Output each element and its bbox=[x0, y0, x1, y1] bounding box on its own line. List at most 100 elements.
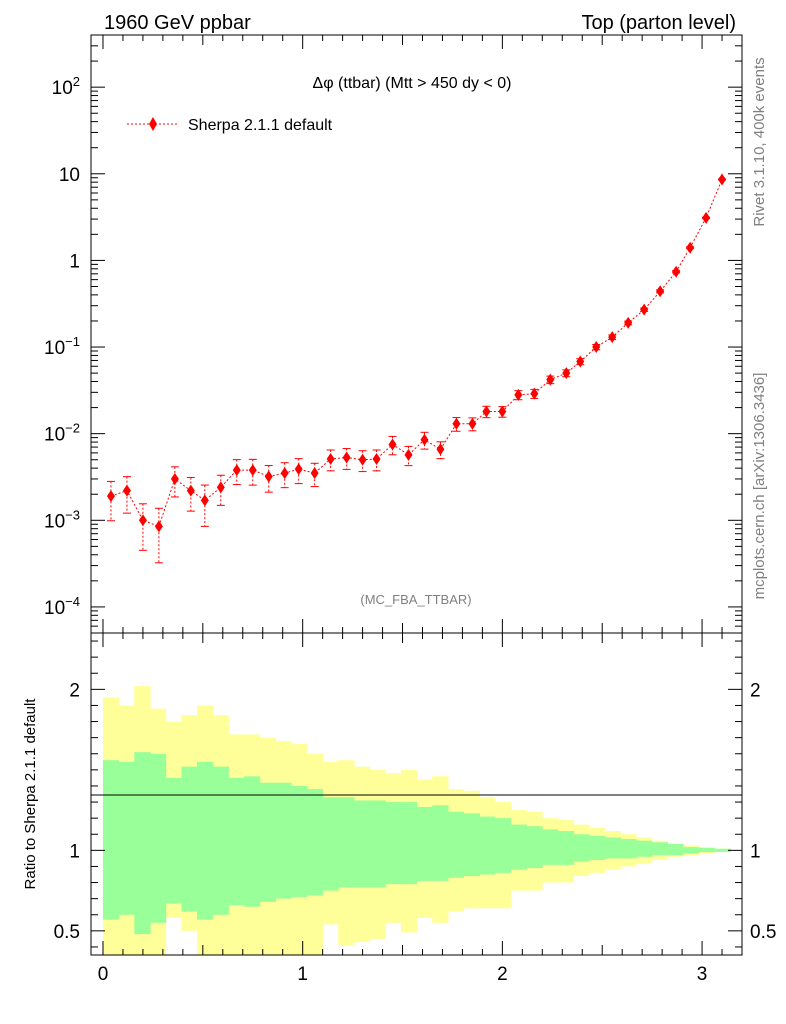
ratio-band-bin-inner bbox=[353, 800, 371, 888]
data-point bbox=[358, 453, 367, 466]
ratio-panel: 0.5 0.5 1 1 2 2 0 1 2 3 Ratio to Sherpa 2.1.1 def… bbox=[22, 632, 776, 985]
legend-label: Sherpa 2.1.1 default bbox=[188, 117, 333, 134]
ratio-band-bin-inner bbox=[463, 813, 480, 877]
watermark: (MC_FBA_TTBAR) bbox=[360, 592, 471, 607]
ratio-band-bin-inner bbox=[400, 802, 418, 885]
ratio-band-bin-inner bbox=[118, 761, 135, 915]
ratio-y-tick-label: 2 bbox=[69, 680, 80, 701]
ratio-band-bin-inner bbox=[589, 835, 606, 861]
main-panel: 10−4 10−3 10−2 10−1 1 10 102 Δφ (ttbar) (Mtt >… bbox=[44, 34, 743, 634]
x-tick-label: 2 bbox=[497, 964, 508, 985]
ratio-y-tick-label: 0.5 bbox=[54, 922, 80, 943]
x-tick-label: 3 bbox=[697, 964, 708, 985]
ratio-band-bin-inner bbox=[150, 753, 167, 923]
data-point bbox=[200, 494, 209, 507]
ratio-band-bin-inner bbox=[542, 829, 559, 865]
data-point bbox=[718, 173, 727, 186]
ratio-band-bin-inner bbox=[526, 826, 543, 869]
data-point bbox=[294, 463, 303, 476]
ratio-band-bin-inner bbox=[636, 840, 653, 857]
data-point bbox=[342, 451, 351, 464]
ratio-y-tick-label-right: 0.5 bbox=[750, 922, 776, 943]
ratio-band-bin-inner bbox=[432, 805, 449, 881]
data-point bbox=[546, 373, 555, 386]
ratio-band-bin-inner bbox=[134, 752, 151, 935]
y-tick-label: 1 bbox=[69, 251, 80, 272]
data-point bbox=[122, 484, 131, 497]
data-point bbox=[138, 514, 147, 527]
data-point bbox=[248, 464, 257, 477]
data-point bbox=[232, 464, 241, 477]
header-right: Top (parton level) bbox=[581, 12, 736, 34]
data-point bbox=[482, 405, 491, 418]
data-point bbox=[468, 417, 477, 430]
legend-marker bbox=[149, 117, 157, 131]
data-point bbox=[186, 484, 195, 497]
data-point bbox=[640, 303, 649, 316]
ratio-band-bin-inner bbox=[102, 760, 120, 920]
data-point bbox=[452, 417, 461, 430]
ratio-band-bin-inner bbox=[448, 811, 465, 878]
main-axes: 10−4 10−3 10−2 10−1 1 10 102 bbox=[44, 34, 743, 634]
data-point bbox=[624, 316, 633, 329]
data-point bbox=[388, 438, 397, 451]
ratio-band-bin-inner bbox=[165, 777, 182, 904]
ratio-band-bin-inner bbox=[228, 777, 245, 906]
data-point bbox=[154, 520, 163, 533]
ratio-ylabel: Ratio to Sherpa 2.1.1 default bbox=[22, 698, 39, 890]
ratio-band-bin-inner bbox=[291, 785, 308, 898]
ratio-band-bin-inner bbox=[573, 834, 590, 862]
ratio-axes: 0.5 0.5 1 1 2 2 0 1 2 3 bbox=[54, 633, 776, 985]
ratio-band-bin-inner bbox=[479, 816, 496, 875]
data-point bbox=[264, 470, 273, 483]
y-tick-label: 10−3 bbox=[44, 507, 80, 532]
y-tick-label: 10−2 bbox=[44, 421, 80, 446]
header-left: 1960 GeV ppbar bbox=[104, 12, 251, 34]
ratio-band-bin-inner bbox=[212, 766, 229, 915]
data-point bbox=[656, 285, 665, 298]
legend: Sherpa 2.1.1 default bbox=[127, 117, 333, 134]
ratio-band-bin-inner bbox=[306, 789, 324, 896]
data-point bbox=[106, 490, 115, 503]
ratio-y-tick-label: 1 bbox=[69, 841, 80, 862]
ratio-band-bin-inner bbox=[197, 761, 214, 920]
ratio-y-tick-label-right: 1 bbox=[750, 841, 761, 862]
main-title: Δφ (ttbar) (Mtt > 450 dy < 0) bbox=[313, 75, 512, 92]
ratio-band-bin-inner bbox=[667, 843, 684, 856]
x-tick-label: 0 bbox=[98, 964, 109, 985]
y-tick-label: 10−1 bbox=[44, 334, 80, 359]
y-tick-label: 10 bbox=[59, 165, 80, 186]
ratio-frame bbox=[90, 632, 743, 956]
data-point bbox=[280, 467, 289, 480]
data-point bbox=[562, 367, 571, 380]
ratio-y-tick-label-right: 2 bbox=[750, 680, 761, 701]
ratio-band-bin-inner bbox=[385, 802, 402, 885]
ratio-bands-layer bbox=[102, 686, 731, 955]
ratio-band-bin-inner bbox=[699, 847, 716, 852]
data-point bbox=[310, 467, 319, 480]
data-point bbox=[702, 211, 711, 224]
data-point bbox=[170, 472, 179, 485]
ratio-band-bin-inner bbox=[244, 776, 261, 907]
data-point bbox=[686, 241, 695, 254]
data-point bbox=[404, 448, 413, 461]
data-point bbox=[326, 452, 335, 465]
mcplots-label: mcplots.cern.ch [arXiv:1306.3436] bbox=[751, 373, 768, 600]
ratio-band-bin-inner bbox=[322, 797, 339, 891]
ratio-band-bin-inner bbox=[651, 842, 669, 856]
ratio-band-bin-inner bbox=[181, 766, 198, 912]
data-point bbox=[372, 452, 381, 465]
data-point bbox=[530, 387, 539, 400]
data-point bbox=[216, 481, 225, 494]
main-series-layer bbox=[106, 173, 727, 564]
series-line bbox=[110, 179, 723, 528]
ratio-band-bin-inner bbox=[620, 839, 637, 859]
ratio-band-bin-inner bbox=[369, 800, 386, 888]
x-tick-label: 1 bbox=[297, 964, 308, 985]
ratio-band-bin-inner bbox=[275, 782, 292, 899]
data-point bbox=[592, 341, 601, 354]
data-point bbox=[514, 388, 523, 401]
rivet-label: Rivet 3.1.10, 400k events bbox=[751, 57, 768, 226]
data-point bbox=[576, 355, 585, 368]
